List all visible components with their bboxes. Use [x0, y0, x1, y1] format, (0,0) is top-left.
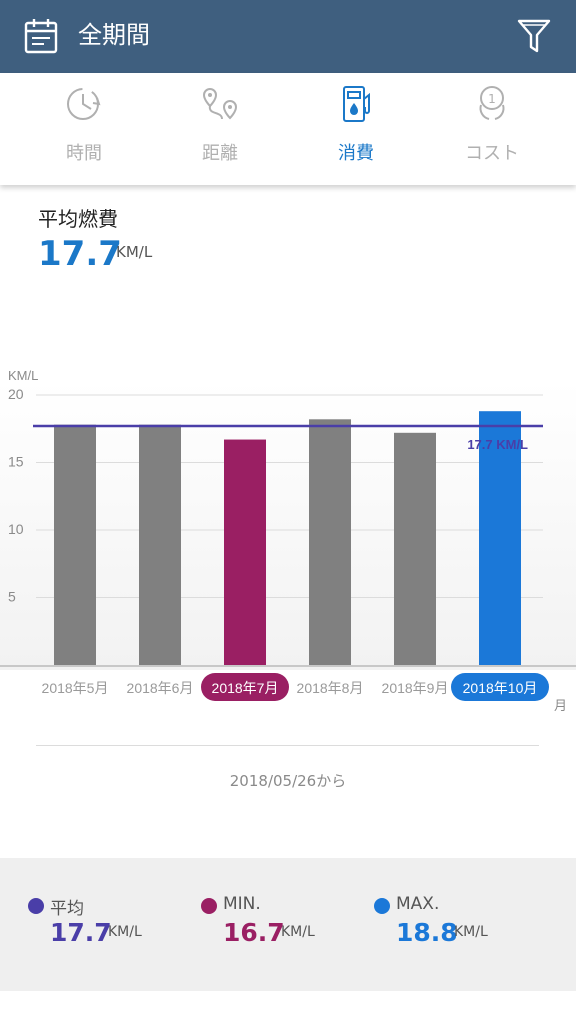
y-axis-label: KM/L	[8, 368, 38, 383]
x-tick-label: 2018年5月	[42, 680, 109, 696]
y-tick-label: 20	[8, 386, 24, 402]
tab-consumption-label: 消費	[338, 143, 374, 164]
x-tick-label: 2018年9月	[382, 680, 449, 696]
period-title[interactable]: 全期間	[78, 21, 150, 49]
consumption-bar-chart: KM/L 5 10 15 20 17.7 KM/L 2018年5月 2018年6月 2018年7…	[0, 368, 576, 713]
tab-time[interactable]: 時間	[16, 73, 152, 185]
tab-consumption[interactable]: 消費	[288, 73, 424, 185]
coin-icon: 1	[479, 86, 505, 120]
average-value: 17.7	[38, 234, 122, 274]
bar	[479, 411, 521, 665]
stat-min-name: MIN.	[223, 894, 261, 914]
calendar-icon[interactable]	[24, 18, 58, 54]
period-start-text: 2018/05/26から	[229, 772, 347, 790]
bar	[394, 432, 436, 665]
tab-cost[interactable]: 1 コスト	[424, 73, 560, 185]
divider	[36, 745, 539, 746]
y-tick-label: 10	[8, 521, 24, 537]
bar	[54, 424, 96, 665]
average-label: 平均燃費	[38, 207, 118, 231]
x-tick-label: 2018年6月	[127, 680, 194, 696]
fuel-pump-icon	[343, 86, 370, 122]
stat-min-value: 16.7	[223, 918, 285, 947]
tab-bar: 時間 距離 消費 1 コスト	[0, 73, 576, 185]
bar	[139, 424, 181, 665]
tab-cost-label: コスト	[465, 143, 519, 164]
stat-average-value: 17.7	[50, 918, 112, 947]
x-tick-label: 2018年10月	[463, 680, 538, 696]
stat-max-value: 18.8	[396, 918, 458, 947]
max-dot	[374, 898, 390, 914]
x-tick-label: 2018年8月	[297, 680, 364, 696]
stat-min-unit: KM/L	[281, 924, 315, 940]
average-unit: KM/L	[116, 243, 153, 261]
stats-panel: 平均 17.7 KM/L MIN. 16.7 KM/L MAX. 18.8 KM…	[0, 858, 576, 991]
clock-icon	[67, 88, 101, 120]
tab-distance[interactable]: 距離	[152, 73, 288, 185]
route-icon	[202, 87, 238, 120]
filter-icon[interactable]	[516, 18, 552, 54]
min-dot	[201, 898, 217, 914]
stat-average-name: 平均	[50, 899, 84, 919]
app-header: 全期間	[0, 0, 576, 73]
stat-max-name: MAX.	[396, 894, 440, 914]
y-tick-label: 15	[8, 454, 24, 470]
x-axis-label: 月	[554, 698, 567, 713]
tab-time-label: 時間	[66, 143, 102, 164]
bar	[309, 419, 351, 665]
y-tick-label: 5	[8, 589, 16, 605]
stat-max-unit: KM/L	[454, 924, 488, 940]
average-dot	[28, 898, 44, 914]
x-label-highlight-pill	[451, 673, 549, 701]
stat-average-unit: KM/L	[108, 924, 142, 940]
bar	[224, 439, 266, 665]
x-label-highlight-pill	[201, 673, 289, 701]
average-line-label: 17.7 KM/L	[467, 437, 528, 452]
tab-distance-label: 距離	[202, 143, 238, 164]
svg-text:1: 1	[488, 92, 496, 106]
x-tick-label: 2018年7月	[212, 680, 279, 696]
